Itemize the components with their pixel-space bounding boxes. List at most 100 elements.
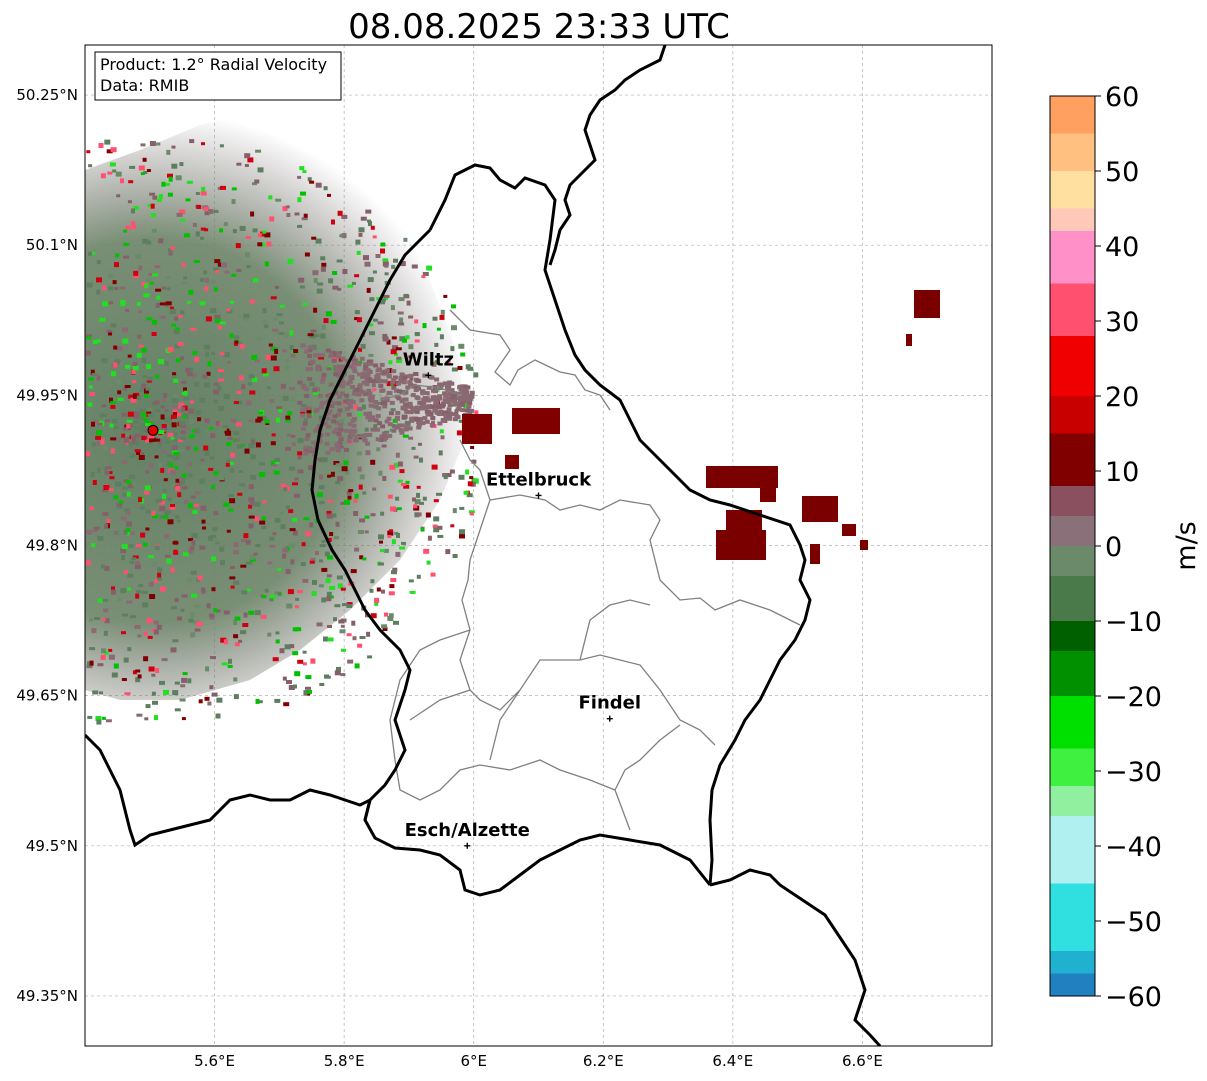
- echo-pixel: [236, 268, 242, 272]
- echo-pixel: [94, 526, 100, 530]
- echo-pixel: [339, 629, 346, 634]
- echo-pixel: [395, 347, 402, 351]
- echo-pixel: [230, 467, 234, 473]
- echo-pixel: [379, 434, 385, 439]
- echo-pixel: [102, 285, 107, 291]
- echo-pixel: [226, 529, 231, 533]
- echo-pixel: [318, 584, 324, 588]
- echo-pixel: [285, 365, 290, 371]
- echo-pixel: [336, 575, 343, 580]
- echo-pixel: [157, 572, 162, 578]
- echo-pixel: [138, 497, 142, 503]
- echo-pixel: [412, 384, 418, 389]
- echo-pixel: [171, 397, 178, 403]
- echo-pixel: [194, 357, 200, 362]
- echo-pixel: [223, 352, 230, 358]
- echo-pixel: [121, 678, 127, 681]
- echo-pixel: [256, 336, 262, 341]
- echo-pixel: [432, 408, 438, 413]
- echo-pixel: [196, 621, 203, 627]
- echo-pixel: [344, 448, 349, 452]
- echo-pixel: [300, 562, 306, 567]
- echo-pixel: [409, 377, 414, 381]
- echo-pixel: [237, 400, 243, 405]
- echo-pixel: [275, 198, 282, 202]
- echo-pixel: [173, 393, 179, 398]
- echo-pixel: [353, 438, 358, 443]
- echo-pixel: [250, 474, 257, 480]
- borders: [85, 45, 882, 1046]
- echo-pixel: [188, 538, 193, 542]
- echo-pixel: [188, 618, 194, 623]
- echo-pixel: [399, 423, 405, 428]
- echo-pixel: [152, 514, 159, 519]
- echo-pixel: [436, 492, 442, 496]
- echo-pixel: [351, 281, 356, 285]
- echo-pixel: [179, 478, 185, 482]
- echo-pixel: [282, 206, 288, 212]
- echo-pixel: [452, 554, 458, 558]
- echo-pixel: [392, 567, 398, 572]
- echo-pixel: [301, 385, 307, 390]
- echo-pixel: [274, 348, 279, 354]
- echo-pixel: [138, 455, 145, 460]
- echo-pixel: [243, 533, 249, 539]
- echo-pixel: [108, 654, 115, 660]
- echo-pixel: [121, 412, 127, 417]
- echo-pixel: [210, 279, 216, 284]
- echo-pixel: [134, 433, 141, 438]
- echo-pixel: [148, 666, 155, 672]
- echo-pixel: [162, 494, 166, 499]
- echo-pixel: [213, 608, 218, 613]
- echo-pixel: [364, 427, 369, 432]
- echo-pixel: [368, 417, 374, 422]
- echo-pixel: [92, 340, 98, 345]
- echo-pixel: [215, 269, 220, 273]
- echo-pixel: [401, 415, 407, 420]
- echo-pixel: [88, 385, 93, 389]
- echo-pixel: [438, 450, 443, 456]
- echo-pixel: [252, 182, 257, 186]
- echo-pixel: [437, 421, 443, 426]
- echo-pixel: [223, 502, 230, 507]
- echo-pixel: [187, 678, 192, 684]
- echo-pixel: [362, 391, 369, 396]
- echo-pixel: [145, 387, 151, 391]
- echo-pixel: [127, 200, 132, 204]
- echo-pixel: [97, 467, 101, 473]
- echo-pixel: [223, 394, 230, 400]
- echo-pixel: [360, 216, 367, 221]
- echo-pixel: [248, 382, 252, 386]
- echo-pixel: [204, 211, 210, 216]
- echo-pixel: [89, 392, 95, 396]
- echo-pixel: [450, 346, 455, 352]
- echo-pixel: [270, 355, 277, 361]
- echo-pixel: [201, 465, 208, 470]
- echo-pixel: [249, 299, 255, 304]
- echo-pixel: [239, 226, 246, 231]
- echo-pixel: [167, 497, 172, 502]
- echo-pixel: [347, 659, 354, 664]
- echo-pixel: [233, 677, 238, 682]
- echo-pixel: [190, 495, 196, 499]
- echo-pixel: [336, 259, 343, 263]
- echo-pixel: [302, 302, 308, 306]
- echo-pixel: [469, 512, 474, 516]
- echo-pixel: [170, 567, 175, 573]
- echo-pixel: [107, 273, 114, 279]
- echo-pixel: [146, 317, 153, 321]
- echo-pixel: [370, 427, 376, 432]
- echo-pixel: [402, 375, 408, 380]
- echo-pixel: [386, 374, 392, 378]
- echo-pixel: [221, 662, 228, 666]
- echo-pixel: [114, 437, 121, 442]
- echo-pixel: [178, 420, 185, 426]
- echo-pixel: [301, 217, 308, 221]
- storm-cell: [842, 524, 856, 536]
- echo-pixel: [389, 400, 395, 405]
- echo-pixel: [228, 658, 232, 664]
- echo-pixel: [160, 405, 165, 409]
- echo-pixel: [164, 511, 170, 516]
- echo-pixel: [421, 400, 427, 405]
- echo-pixel: [154, 533, 160, 539]
